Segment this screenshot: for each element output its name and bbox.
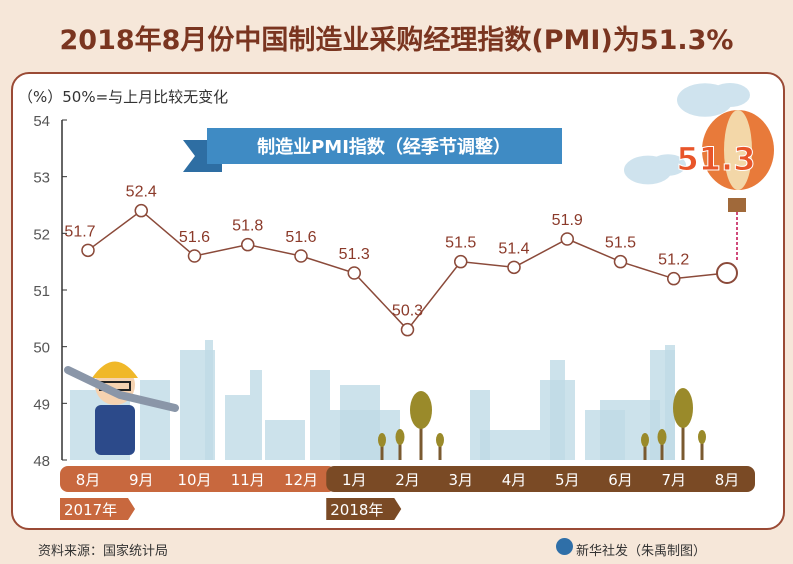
highlight-value: 51.3 [677, 140, 756, 178]
banner-ribbon [207, 128, 562, 164]
data-label: 51.7 [64, 223, 95, 240]
data-label: 51.2 [658, 252, 689, 269]
tree-trunk [660, 437, 664, 460]
skyline-building [340, 385, 380, 460]
skyline-building [225, 395, 250, 460]
year-tag [60, 498, 135, 520]
data-point [613, 254, 628, 269]
data-point [667, 271, 681, 286]
month-label: 10月 [177, 471, 211, 489]
tree-trunk [681, 408, 685, 460]
page-title: 2018年8月份中国制造业采购经理指数(PMI)为51.3% [59, 25, 734, 56]
data-label: 51.5 [605, 235, 636, 252]
data-label: 51.9 [552, 212, 583, 229]
tree-icon [698, 430, 706, 444]
worker-icon [95, 405, 135, 455]
balloon-basket [728, 198, 746, 212]
month-label: 12月 [284, 471, 318, 489]
month-label: 8月 [76, 471, 101, 489]
source-text: 资料来源：国家统计局 [38, 544, 169, 559]
month-bar-2018年 [326, 466, 755, 492]
data-label: 50.3 [392, 303, 423, 320]
skyline-building [265, 420, 305, 460]
month-label: 9月 [129, 471, 154, 489]
tree-icon [395, 429, 405, 445]
data-point [560, 232, 574, 246]
tree-trunk [438, 440, 442, 460]
month-label: 4月 [502, 471, 527, 489]
y-tick-label: 48 [33, 453, 50, 470]
data-point [241, 237, 255, 252]
data-label: 51.4 [498, 240, 529, 257]
data-label: 52.4 [126, 184, 157, 201]
year-label: 2018年 [330, 501, 383, 519]
data-label: 51.6 [179, 229, 210, 246]
month-bar-2017年 [60, 466, 336, 492]
data-point [454, 254, 468, 269]
month-label: 1月 [342, 471, 367, 489]
skyline-building [665, 345, 675, 460]
wrench-icon [64, 366, 179, 412]
month-label: 3月 [448, 471, 473, 489]
tree-icon [436, 433, 444, 447]
y-tick-label: 54 [33, 113, 50, 130]
y-tick-label: 53 [33, 170, 50, 187]
data-point [294, 249, 308, 263]
cloud-icon [710, 83, 750, 107]
y-tick-label: 50 [33, 340, 50, 357]
data-label: 51.6 [285, 229, 316, 246]
data-label: 51.5 [445, 235, 476, 252]
data-point [347, 266, 361, 280]
tree-icon [641, 433, 649, 447]
tree-trunk [643, 440, 647, 460]
data-point [507, 260, 521, 275]
tree-icon [657, 429, 667, 445]
xinhua-logo-icon [556, 538, 573, 555]
skyline-building [205, 340, 213, 460]
data-label: 51.8 [232, 218, 263, 235]
data-point [134, 203, 148, 218]
data-label: 51.3 [339, 246, 370, 263]
skyline-building [140, 380, 170, 460]
chart-title: 制造业PMI指数（经季节调整） [257, 136, 511, 158]
year-tag [326, 498, 402, 520]
cloud-icon [650, 154, 686, 176]
skyline-building [250, 370, 262, 460]
tree-trunk [380, 440, 384, 460]
year-label: 2017年 [64, 501, 117, 519]
month-label: 6月 [608, 471, 633, 489]
month-label: 11月 [231, 471, 265, 489]
tree-trunk [700, 437, 704, 460]
data-point [187, 249, 202, 263]
month-label: 8月 [715, 471, 740, 489]
skyline-building [550, 360, 565, 460]
data-point [400, 322, 415, 337]
unit-note: （%）50%=与上月比较无变化 [18, 88, 229, 106]
hardhat-icon [92, 361, 138, 378]
month-label: 7月 [661, 471, 686, 489]
tree-icon [410, 391, 432, 429]
skyline-building [480, 430, 540, 460]
month-label: 2月 [395, 471, 420, 489]
y-tick-label: 52 [33, 226, 50, 243]
y-tick-label: 51 [33, 283, 50, 300]
data-point [81, 243, 95, 258]
tree-icon [673, 388, 693, 428]
balloon-stripe [724, 110, 752, 190]
skyline-building [310, 370, 330, 460]
tree-trunk [419, 410, 423, 460]
tree-icon [378, 433, 386, 447]
credit-text: 新华社发（朱禹制图） [576, 544, 707, 559]
data-point [716, 262, 738, 284]
month-label: 5月 [555, 471, 580, 489]
y-tick-label: 49 [33, 396, 50, 413]
tree-trunk [398, 437, 402, 460]
